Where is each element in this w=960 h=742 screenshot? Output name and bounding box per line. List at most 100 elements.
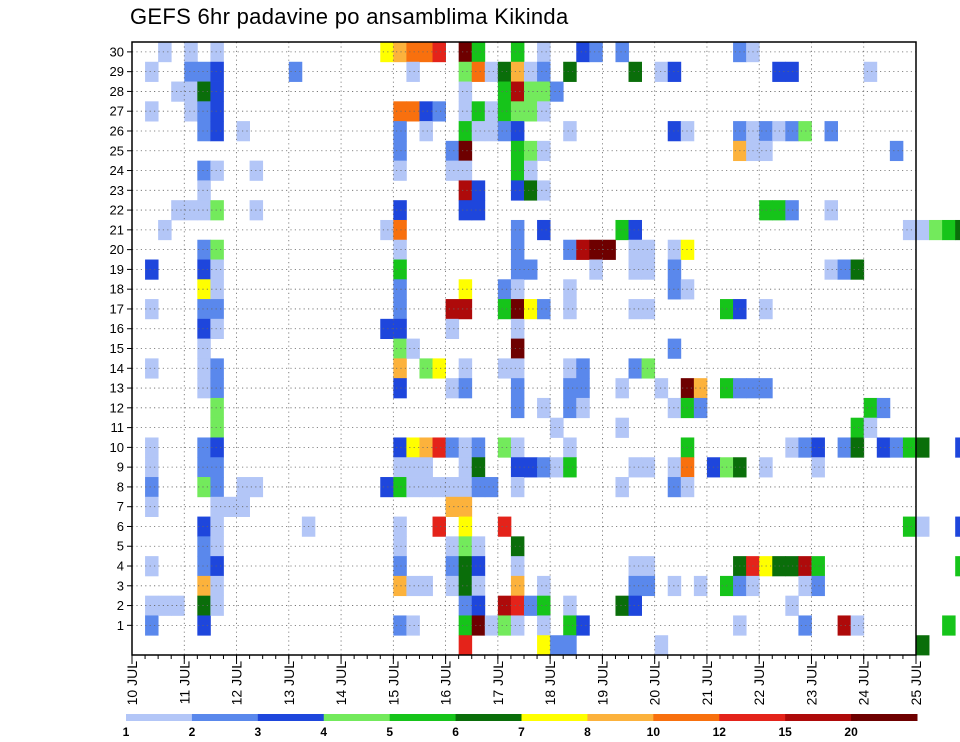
heatmap-cell [432,477,446,498]
heatmap-cell [850,417,865,438]
heatmap-cell [942,615,956,636]
heatmap-cell [471,477,486,498]
heatmap-cell [393,575,407,597]
heatmap-cell [510,338,525,359]
y-tick-label: 13 [110,381,124,396]
heatmap-cell [471,536,486,557]
heatmap-cell [210,516,224,537]
heatmap-cell [419,42,433,63]
legend-label: 7 [518,725,525,739]
heatmap-cell [510,239,525,260]
heatmap-cell [471,615,486,636]
heatmap-cell [184,81,198,102]
heatmap-cell [524,457,538,478]
heatmap-cell [576,42,590,63]
heatmap-cell [667,121,682,142]
heatmap-cell [654,378,669,399]
heatmap-cell [458,556,473,577]
heatmap-cell [210,575,224,597]
heatmap-cell [210,101,224,122]
legend-label: 6 [452,725,459,739]
heatmap-cell [497,358,512,379]
heatmap-cell [471,180,486,201]
heatmap-cell [158,219,172,241]
legend-swatch [653,714,720,721]
heatmap-cell [497,121,512,142]
heatmap-cell [628,457,642,478]
heatmap-cell [902,516,917,537]
grid-lines [132,42,916,655]
heatmap-cell [210,299,224,320]
heatmap-cell [524,595,538,616]
heatmap-cell [550,81,564,102]
heatmap-cell [393,239,407,260]
heatmap-cell [510,299,525,320]
x-tick-label: 20 JUL [647,661,663,706]
heatmap-cell [537,180,551,201]
heatmap-cell [889,437,904,458]
x-tick-label: 15 JUL [385,661,401,706]
heatmap-cell [615,477,629,498]
legend-swatch [323,714,391,721]
heatmap-cell [145,358,159,379]
heatmap-cell [393,200,407,221]
heatmap-cell [537,615,551,636]
heatmap-cell [537,457,551,478]
heatmap-cell [510,397,525,419]
heatmap-cell [524,299,538,320]
heatmap-cell [197,338,211,359]
heatmap-cell [145,437,159,458]
heatmap-cell [550,417,564,438]
heatmap-cell [197,299,211,320]
heatmap-cell [484,477,499,498]
heatmap-cell [667,338,682,359]
heatmap-cell [145,477,159,498]
heatmap-cell [184,200,198,221]
heatmap-cell [145,457,159,478]
y-tick-label: 16 [110,321,124,336]
heatmap-cell [393,101,407,122]
heatmap-cell [628,595,642,616]
heatmap-cell [145,101,159,122]
x-tick-label: 21 JUL [699,661,715,706]
heatmap-cell [458,61,473,82]
heatmap-cell [210,61,224,82]
heatmap-cell [197,556,211,577]
y-tick-label: 24 [110,163,124,178]
heatmap-cell [916,437,930,458]
heatmap-cell [537,61,551,82]
y-tick-label: 10 [110,440,124,455]
heatmap-cell [210,477,224,498]
heatmap-cell [628,239,642,260]
heatmap-cell [171,200,185,221]
heatmap-cell [576,397,590,419]
heatmap-cell [471,437,486,458]
heatmap-cell [471,457,486,478]
legend-label: 3 [254,725,261,739]
heatmap-cell [184,42,198,63]
heatmap-cell [876,437,891,458]
y-tick-label: 25 [110,143,124,158]
heatmap-cell [850,615,865,636]
heatmap-cell [471,42,486,63]
heatmap-cell [497,516,512,537]
heatmap-cell [197,200,211,221]
heatmap-cell [406,101,420,122]
heatmap-cell [210,417,224,438]
heatmap-cell [197,81,211,102]
heatmap-cell [197,259,211,280]
x-tick-label: 10 JUL [124,661,140,706]
color-legend: 1 2 3 4 5 6 7 8 10 12 15 20 [123,714,918,739]
heatmap-cell [406,61,420,82]
heatmap-cell [445,378,460,399]
heatmap-cell [942,219,956,241]
heatmap-cell [171,595,185,616]
heatmap-cell [576,615,590,636]
heatmap-cell [824,259,838,280]
heatmap-cell [406,477,420,498]
heatmap-cell [628,259,642,280]
y-tick-label: 30 [110,44,124,59]
heatmap-cell [380,477,394,498]
heatmap-cell [615,417,629,438]
heatmap-cell [406,615,420,636]
